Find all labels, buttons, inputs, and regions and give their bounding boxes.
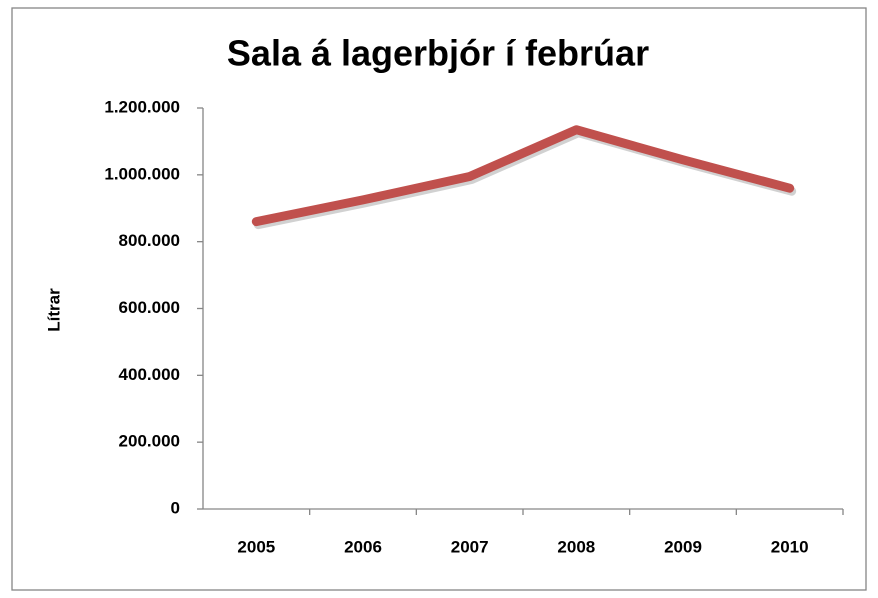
x-tick-label: 2006 xyxy=(344,537,382,556)
y-tick-label: 1.200.000 xyxy=(104,97,180,116)
y-tick-label: 200.000 xyxy=(119,432,180,451)
x-tick-label: 2005 xyxy=(237,537,275,556)
x-tick-label: 2007 xyxy=(451,537,489,556)
y-tick-label: 600.000 xyxy=(119,298,180,317)
x-tick-label: 2009 xyxy=(664,537,702,556)
chart-border xyxy=(11,7,867,591)
chart-title: Sala á lagerbjór í febrúar xyxy=(227,33,649,74)
y-tick-label: 1.000.000 xyxy=(104,164,180,183)
y-tick-label: 0 xyxy=(171,498,180,517)
y-axis-label: Lítrar xyxy=(44,288,63,332)
y-tick-label: 800.000 xyxy=(119,231,180,250)
data-line xyxy=(251,125,795,227)
x-tick-label: 2008 xyxy=(557,537,595,556)
x-tick-label: 2010 xyxy=(771,537,809,556)
y-tick-label: 400.000 xyxy=(119,365,180,384)
